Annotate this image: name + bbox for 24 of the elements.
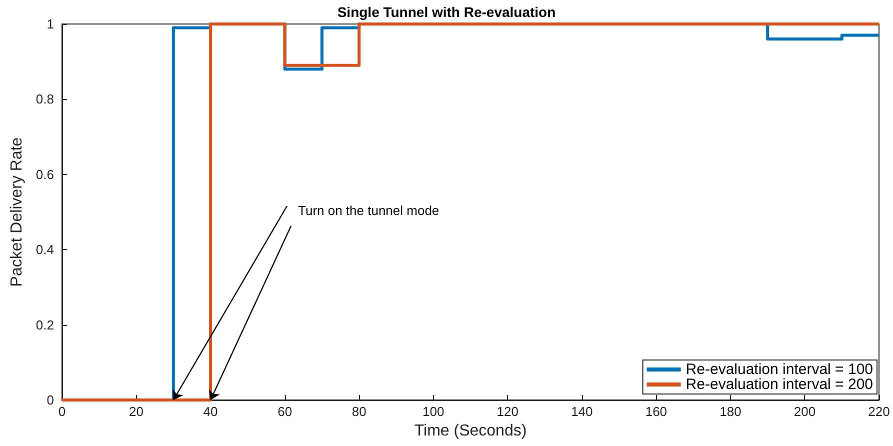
x-axis-title: Time (Seconds): [414, 422, 527, 440]
x-tick-label: 20: [129, 404, 144, 419]
x-tick-label: 120: [496, 404, 518, 419]
x-tick-label: 0: [58, 404, 66, 419]
y-tick-label: 1: [46, 16, 54, 32]
y-tick-label: 0.4: [36, 242, 54, 258]
x-tick-label: 180: [720, 404, 742, 419]
x-tick-label: 200: [794, 404, 816, 419]
y-tick-label: 0: [46, 392, 54, 408]
legend-label: Re-evaluation interval = 200: [686, 376, 874, 393]
annotation: Turn on the tunnel mode: [298, 203, 440, 218]
y-tick-label: 0.2: [36, 317, 54, 332]
x-tick-label: 100: [422, 404, 444, 419]
x-tick-label: 220: [868, 404, 890, 419]
x-tick-label: 160: [645, 404, 668, 419]
y-tick-label: 0.8: [36, 92, 54, 107]
y-tick-label: 0.6: [36, 166, 54, 182]
y-axis-title: Packet Delivery Rate: [8, 137, 26, 287]
x-tick-label: 80: [352, 404, 366, 419]
x-tick-label: 140: [571, 404, 593, 419]
x-tick-label: 40: [203, 404, 218, 419]
x-tick-label: 60: [278, 404, 292, 419]
chart-title: Single Tunnel with Re-evaluation: [337, 4, 556, 20]
legend-label: Re-evaluation interval = 100: [686, 361, 874, 378]
